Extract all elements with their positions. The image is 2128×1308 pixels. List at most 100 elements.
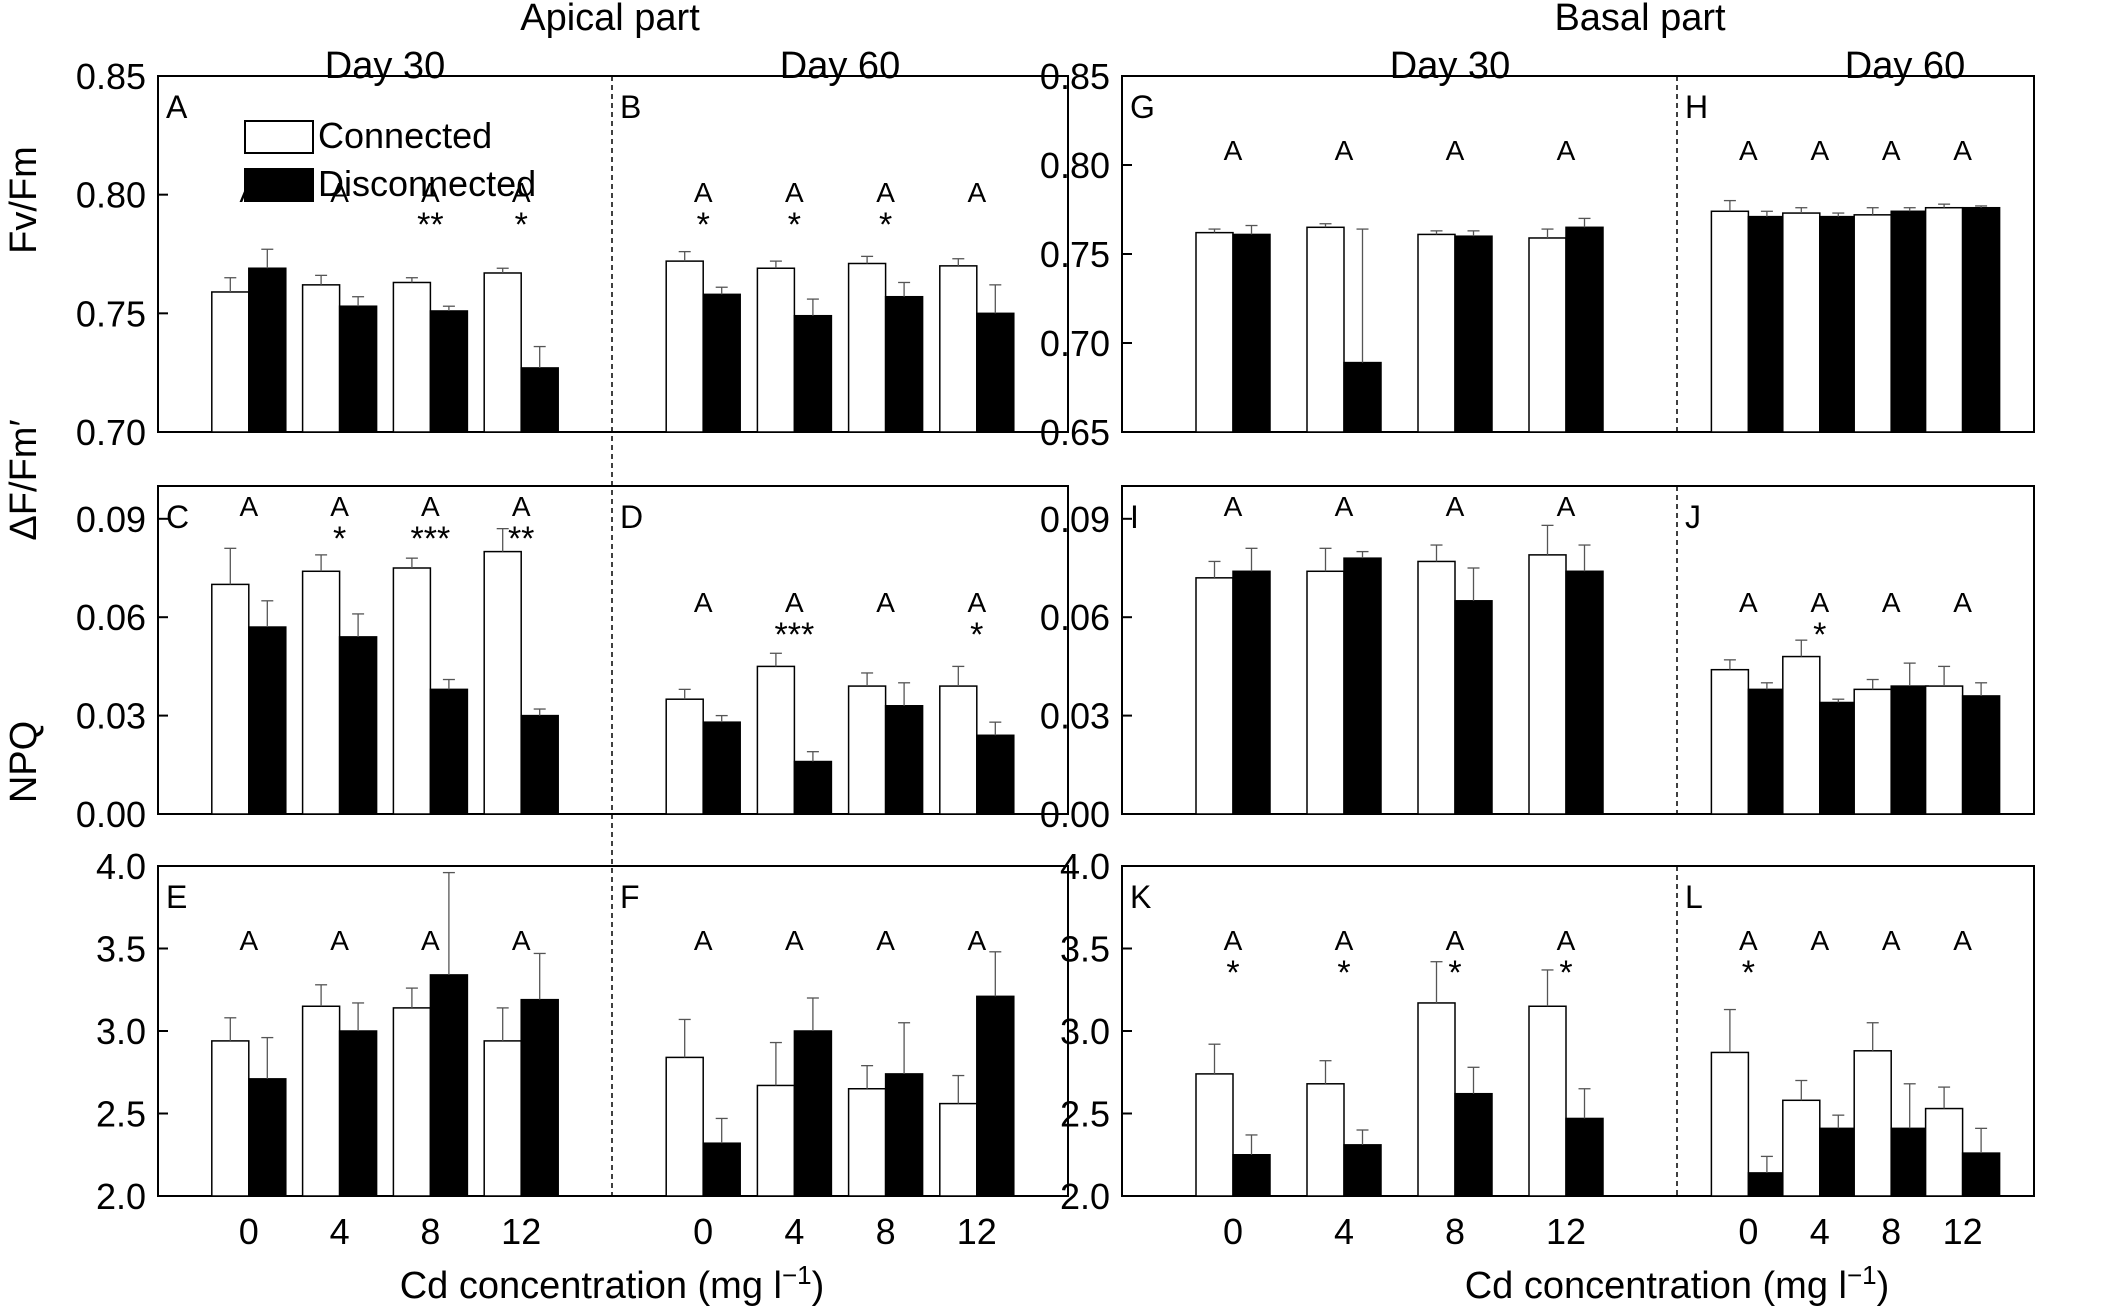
panel-frame	[157, 865, 1069, 1197]
significance-stars: *	[879, 206, 892, 244]
significance-letter: A	[1953, 925, 1972, 956]
x-tick-label: 12	[1546, 1211, 1586, 1252]
significance-letter: A	[967, 587, 986, 618]
panel-frame	[157, 75, 1069, 433]
bar-disconnected	[248, 1078, 287, 1197]
significance-letter: A	[1335, 491, 1354, 522]
significance-letter: A	[967, 177, 986, 208]
significance-letter: A	[876, 587, 895, 618]
bar-connected	[392, 567, 432, 815]
x-tick-label: 4	[784, 1211, 804, 1252]
panel-letter-C: C	[166, 499, 189, 535]
legend-swatch-disconnected	[244, 168, 314, 202]
y-tick-label: 0.09	[76, 499, 146, 540]
bar-disconnected	[248, 267, 287, 433]
header-basal-day60: Day 60	[1845, 45, 1965, 87]
bar-connected	[1195, 1073, 1234, 1197]
bar-connected	[1710, 210, 1750, 433]
x-tick-label: 0	[1738, 1211, 1758, 1252]
bar-disconnected	[1565, 570, 1604, 815]
significance-letter: A	[1882, 135, 1901, 166]
bar-disconnected	[1565, 1117, 1604, 1197]
bar-disconnected	[702, 1142, 741, 1197]
significance-stars: *	[970, 616, 983, 654]
bar-disconnected	[884, 1073, 924, 1197]
bar-connected	[1924, 1107, 1964, 1197]
bar-connected	[483, 550, 522, 815]
bar-disconnected	[429, 974, 469, 1197]
y-tick-label: 0.75	[76, 293, 146, 334]
panel-group-basal-row1: 0.000.030.060.09 I A A A A JA A*A A	[1040, 485, 2035, 835]
y-tick-label: 2.5	[1060, 1094, 1110, 1135]
bar-disconnected	[1454, 1092, 1493, 1197]
panel-group-apical-row1: 0.000.030.060.09 C A A*A***A**DA A***A A*	[76, 485, 1069, 835]
bar-connected	[939, 265, 978, 433]
significance-letter: A	[1224, 135, 1243, 166]
significance-stars: *	[333, 520, 346, 558]
significance-stars: *	[1337, 954, 1350, 992]
y-tick-label: 0.70	[76, 412, 146, 453]
bar-connected	[1853, 1050, 1892, 1197]
bar-connected	[665, 698, 704, 815]
significance-letter: A	[1224, 491, 1243, 522]
significance-letter: A	[239, 177, 258, 208]
significance-letter: A	[1739, 135, 1758, 166]
x-tick-label: 12	[501, 1211, 541, 1252]
bar-connected	[756, 267, 796, 433]
bar-connected	[211, 1040, 250, 1197]
y-tick-label: 0.80	[76, 175, 146, 216]
bar-connected	[665, 260, 704, 433]
significance-letter: A	[1810, 925, 1829, 956]
bar-disconnected	[1232, 1154, 1271, 1197]
y-tick-label: 0.00	[76, 794, 146, 835]
bar-disconnected	[1819, 701, 1858, 815]
significance-letter: A	[1810, 135, 1829, 166]
significance-stars: *	[697, 206, 710, 244]
panel-letter-I: I	[1130, 499, 1139, 535]
bar-disconnected	[248, 626, 287, 815]
y-tick-label: 0.03	[1040, 696, 1110, 737]
significance-letter: A	[694, 587, 713, 618]
bar-connected	[1306, 570, 1345, 815]
significance-letter: A	[239, 491, 258, 522]
y-tick-label: 0.85	[1040, 56, 1110, 97]
y-tick-label: 0.65	[1040, 412, 1110, 453]
bar-disconnected	[1343, 361, 1382, 433]
significance-stars: *	[1226, 954, 1239, 992]
bar-disconnected	[1890, 210, 1929, 433]
x-tick-label: 8	[420, 1211, 440, 1252]
significance-letter: A	[967, 925, 986, 956]
header-basal: Basal part	[1554, 0, 1726, 39]
bar-connected	[1528, 554, 1567, 815]
bar-disconnected	[1747, 1172, 1787, 1197]
bar-disconnected	[1890, 685, 1929, 815]
panel-letter-F: F	[620, 879, 640, 915]
bar-disconnected	[520, 367, 559, 433]
y-tick-label: 0.75	[1040, 234, 1110, 275]
significance-letter: A	[1557, 491, 1576, 522]
bar-disconnected	[338, 305, 378, 433]
y-tick-label: 2.5	[96, 1094, 146, 1135]
bar-connected	[1528, 1005, 1567, 1197]
legend-label-connected: Connected	[318, 115, 492, 156]
significance-stars: *	[1813, 616, 1826, 654]
y-tick-label: 3.5	[1060, 929, 1110, 970]
y-tick-label: 4.0	[1060, 846, 1110, 887]
bar-connected	[1924, 685, 1964, 815]
legend-swatch-connected	[244, 120, 314, 154]
significance-letter: A	[694, 925, 713, 956]
bar-connected	[392, 1007, 432, 1197]
significance-letter: A	[1446, 135, 1465, 166]
bar-disconnected	[429, 688, 469, 815]
x-tick-label: 4	[330, 1211, 350, 1252]
panel-letter-K: K	[1130, 879, 1151, 915]
significance-stars: **	[508, 520, 534, 558]
bar-disconnected	[976, 734, 1015, 815]
significance-letter: A	[1739, 925, 1758, 956]
y-tick-label: 3.0	[96, 1011, 146, 1052]
significance-letter: A	[1882, 925, 1901, 956]
significance-letter: A	[876, 925, 895, 956]
